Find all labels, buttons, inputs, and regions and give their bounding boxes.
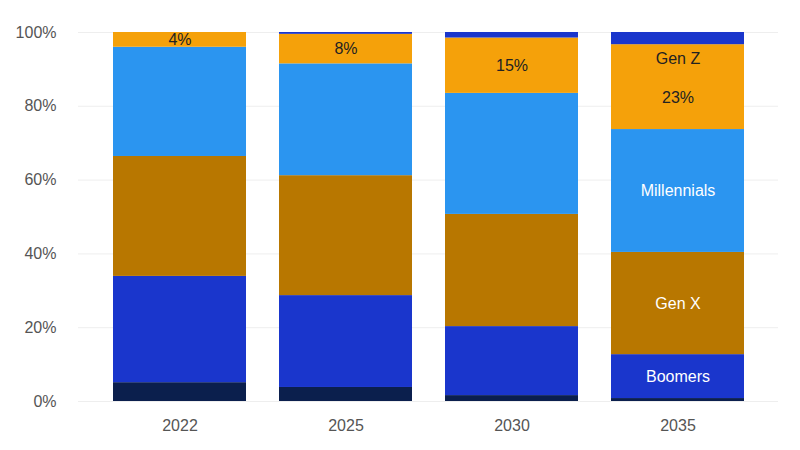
svg-text:Silent: Silent — [729, 411, 767, 428]
svg-text:Millennials: Millennials — [641, 182, 716, 199]
svg-text:Alpha: Alpha — [659, 8, 698, 25]
svg-text:2035: 2035 — [660, 417, 696, 434]
svg-text:4%: 4% — [168, 31, 191, 48]
svg-text:80%: 80% — [24, 97, 56, 114]
svg-text:Boomers: Boomers — [646, 368, 710, 385]
svg-text:0%: 0% — [33, 393, 56, 410]
svg-text:23%: 23% — [662, 89, 694, 106]
svg-text:2022: 2022 — [162, 417, 198, 434]
svg-text:2025: 2025 — [328, 417, 364, 434]
svg-text:20%: 20% — [24, 319, 56, 336]
svg-text:Gen Z: Gen Z — [656, 50, 701, 67]
svg-text:2030: 2030 — [494, 417, 530, 434]
svg-text:Gen X: Gen X — [655, 295, 701, 312]
svg-text:8%: 8% — [334, 40, 357, 57]
svg-text:15%: 15% — [496, 57, 528, 74]
svg-text:100%: 100% — [16, 24, 57, 41]
svg-text:60%: 60% — [24, 171, 56, 188]
svg-text:40%: 40% — [24, 245, 56, 262]
